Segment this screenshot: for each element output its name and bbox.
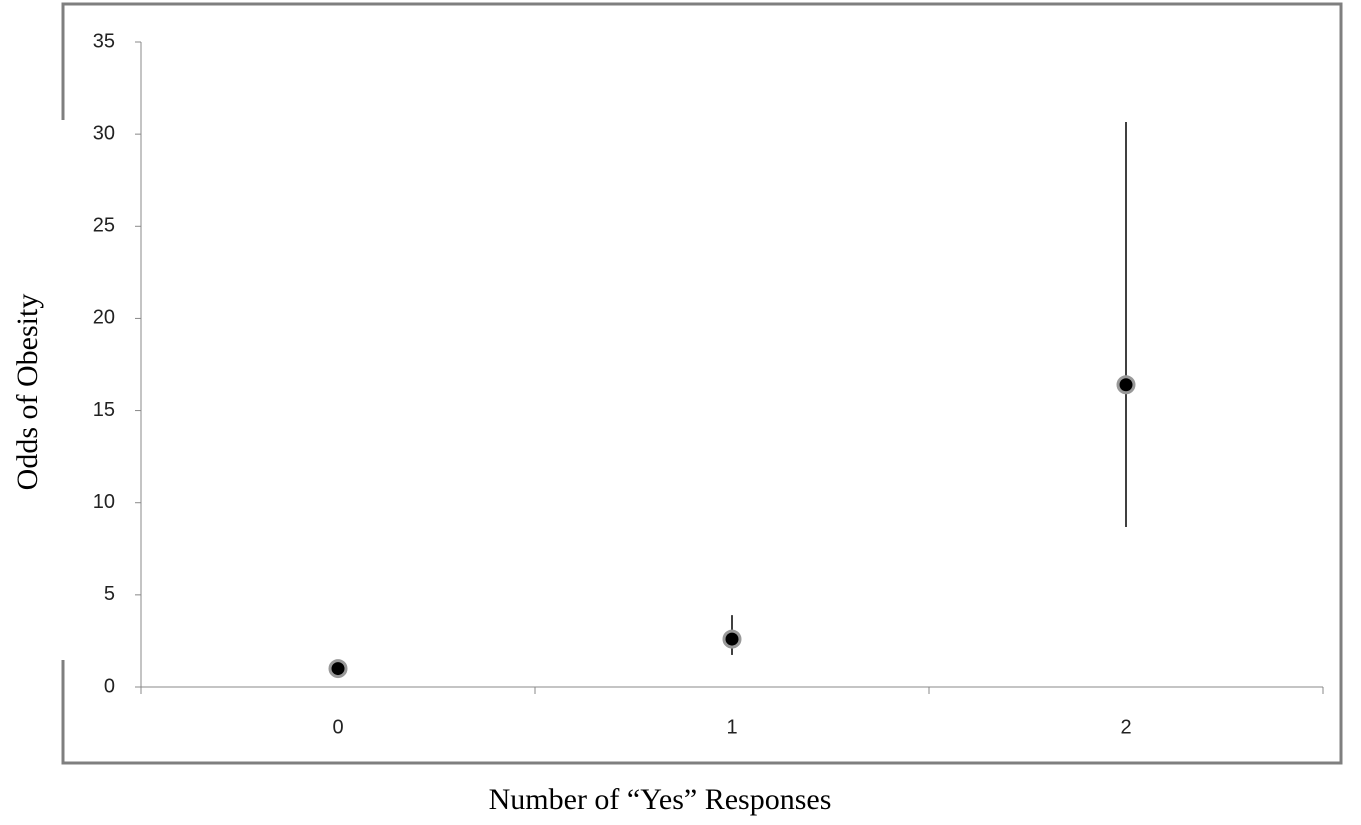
x-tick-label: 0 xyxy=(332,716,343,738)
point xyxy=(328,659,348,679)
x-tick-label: 2 xyxy=(1120,716,1131,738)
y-tick-label: 35 xyxy=(93,30,115,52)
point xyxy=(1116,375,1136,395)
y-tick-label: 10 xyxy=(93,491,115,513)
x-axis-title: Number of “Yes” Responses xyxy=(489,783,832,816)
point xyxy=(722,629,742,649)
y-tick-label: 25 xyxy=(93,215,115,237)
y-tick-label: 15 xyxy=(93,399,115,421)
y-tick-label: 20 xyxy=(93,307,115,329)
y-tick-label: 0 xyxy=(104,675,115,697)
chart-frame xyxy=(61,2,1343,765)
y-tick-label: 30 xyxy=(93,122,115,144)
y-tick-label: 5 xyxy=(104,583,115,605)
x-tick-label: 1 xyxy=(726,716,737,738)
y-axis-title: Odds of Obesity xyxy=(11,294,44,491)
